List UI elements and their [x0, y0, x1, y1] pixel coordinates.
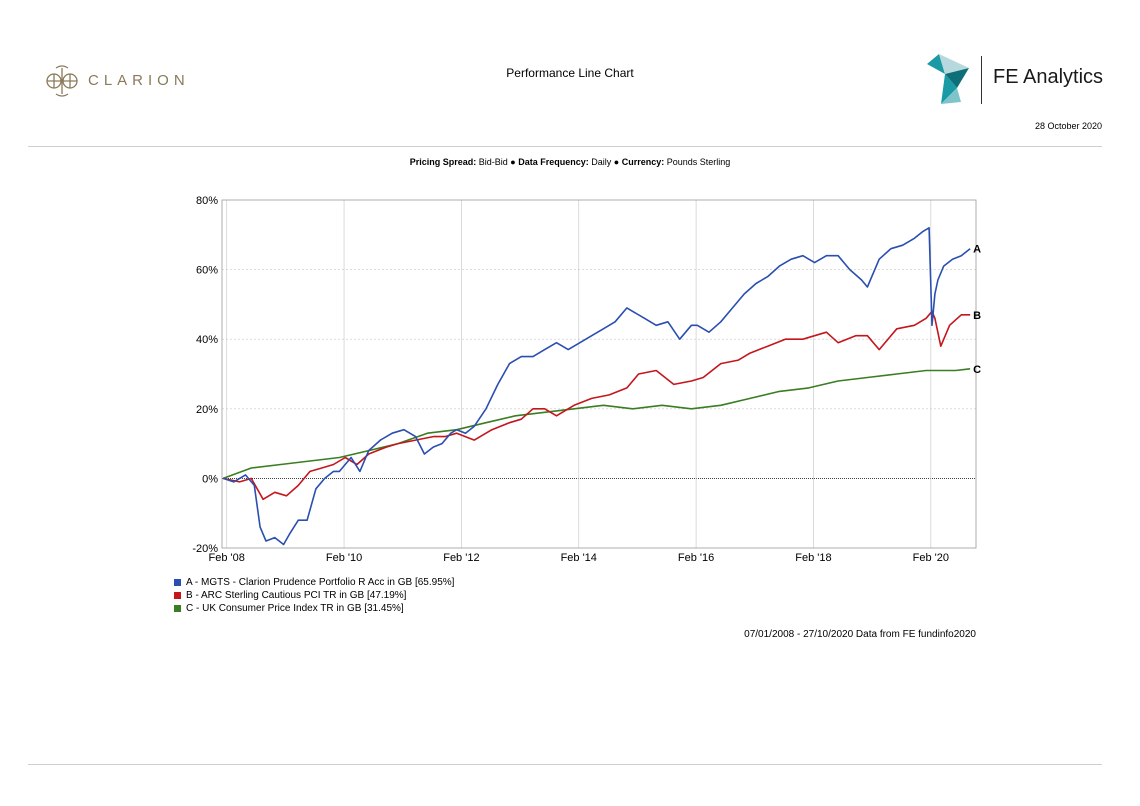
- pricing-spread-label: Pricing Spread:: [409, 157, 477, 167]
- performance-chart: -20% 0% 20% 40% 60% 80% Feb '08 Feb '10 Feb '12 F…: [160, 190, 1000, 570]
- separator-dot: ●: [510, 157, 516, 167]
- x-tick-label: Feb '10: [326, 552, 362, 564]
- footer-divider: [28, 764, 1102, 765]
- series-line-b: [223, 310, 971, 501]
- data-frequency-label: Data Frequency:: [518, 157, 589, 167]
- x-tick-label: Feb '14: [561, 552, 597, 564]
- y-tick-label: 0%: [202, 473, 218, 485]
- legend-item-c: C - UK Consumer Price Index TR in GB [31…: [174, 602, 454, 615]
- series-end-label-b: B: [973, 310, 981, 322]
- header-divider: [28, 146, 1102, 147]
- clarion-wordmark: CLARION: [88, 72, 190, 89]
- legend-swatch-c: [174, 605, 181, 612]
- chart-settings: Pricing Spread: Bid-Bid ● Data Frequency…: [0, 157, 1140, 167]
- legend-label-b: B - ARC Sterling Cautious PCI TR in GB […: [186, 590, 407, 601]
- y-tick-label: 40%: [196, 334, 218, 346]
- data-frequency-value: Daily: [591, 157, 612, 167]
- x-tick-label: Feb '20: [913, 552, 949, 564]
- page-title: Performance Line Chart: [506, 66, 634, 80]
- legend-item-a: A - MGTS - Clarion Prudence Portfolio R …: [174, 576, 454, 589]
- y-tick-label: -20%: [192, 543, 218, 555]
- x-tick-label: Feb '16: [678, 552, 714, 564]
- clarion-logo: CLARION: [42, 64, 192, 98]
- chart-legend: A - MGTS - Clarion Prudence Portfolio R …: [174, 576, 454, 615]
- fe-analytics-logo: FE Analytics: [925, 52, 1105, 108]
- performance-chart-svg: -20% 0% 20% 40% 60% 80% Feb '08 Feb '10 Feb '12 F…: [192, 195, 981, 564]
- fe-analytics-mark-icon: [927, 54, 969, 104]
- x-tick-label: Feb '12: [443, 552, 479, 564]
- logo-divider: [981, 56, 982, 104]
- clarion-crest-icon: [46, 65, 78, 97]
- currency-label: Currency:: [621, 157, 665, 167]
- y-tick-label: 80%: [196, 195, 218, 207]
- series-line-c: [222, 368, 971, 480]
- y-tick-label: 20%: [196, 404, 218, 416]
- data-source-note: 07/01/2008 - 27/10/2020 Data from FE fun…: [744, 629, 976, 640]
- legend-swatch-a: [174, 579, 181, 586]
- legend-swatch-b: [174, 592, 181, 599]
- separator-dot: ●: [613, 157, 620, 167]
- pricing-spread-value: Bid-Bid: [478, 157, 508, 167]
- legend-label-a: A - MGTS - Clarion Prudence Portfolio R …: [186, 577, 455, 588]
- x-tick-label: Feb '18: [795, 552, 831, 564]
- series-end-label-a: A: [973, 244, 981, 256]
- x-tick-label: Feb '08: [209, 552, 245, 564]
- legend-label-c: C - UK Consumer Price Index TR in GB [31…: [186, 603, 404, 614]
- fe-analytics-wordmark: FE Analytics: [993, 66, 1104, 88]
- series-end-label-c: C: [973, 364, 981, 376]
- report-date: 28 October 2020: [1034, 121, 1102, 131]
- y-tick-label: 60%: [196, 265, 218, 277]
- legend-item-b: B - ARC Sterling Cautious PCI TR in GB […: [174, 589, 454, 602]
- currency-value: Pounds Sterling: [666, 157, 731, 167]
- plot-area-border: [221, 199, 977, 549]
- series-line-a: [222, 226, 971, 546]
